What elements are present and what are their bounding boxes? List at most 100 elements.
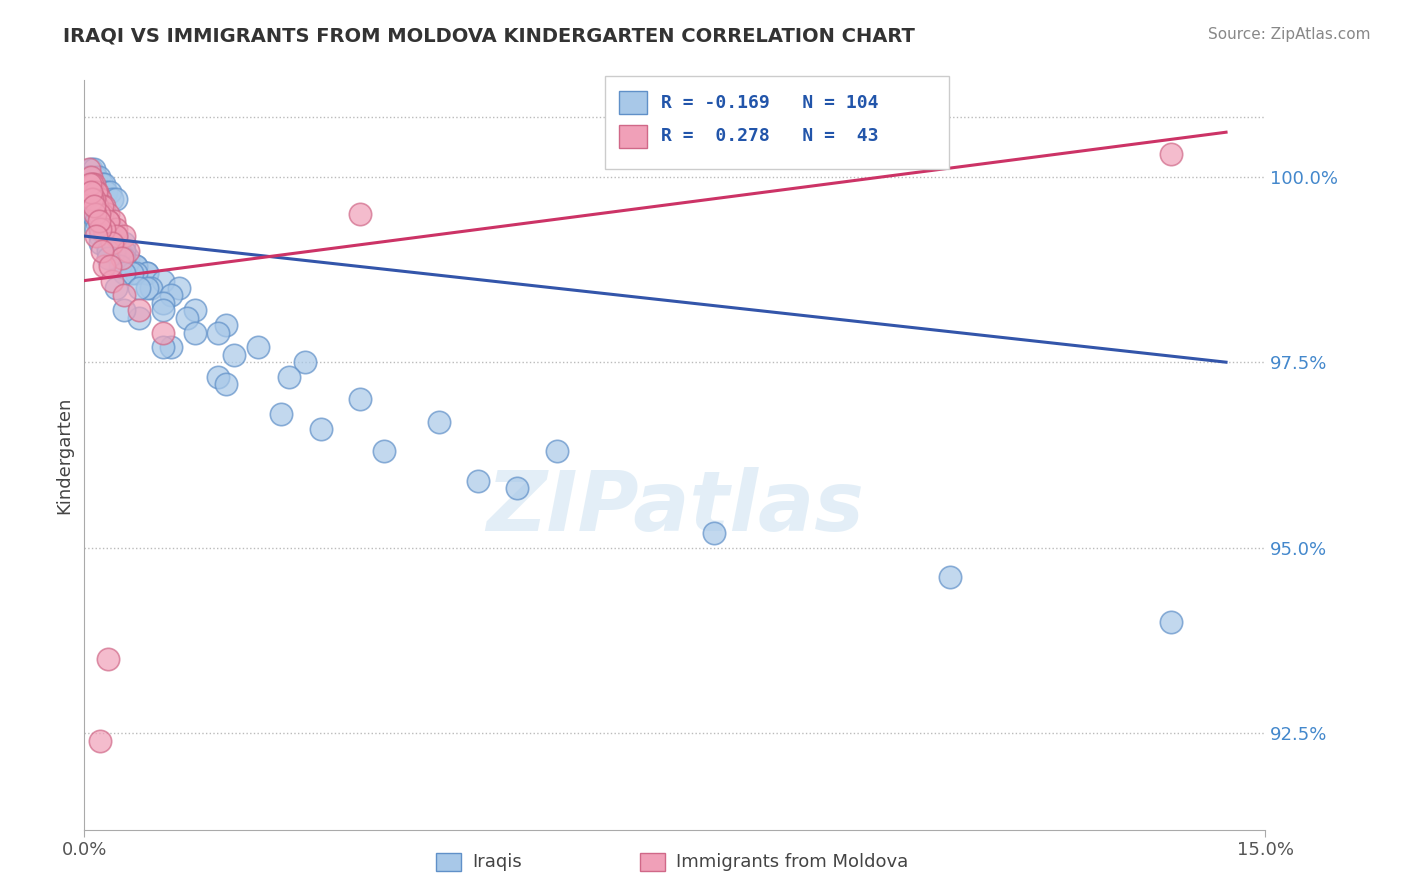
Point (82, 177, 104, 191)
Point (90, 207, 112, 221)
Point (349, 207, 371, 221)
Point (309, 422, 332, 436)
Point (111, 252, 134, 266)
Point (215, 377, 238, 392)
Point (84, 199, 107, 213)
Point (207, 326, 229, 340)
Point (93, 221, 115, 235)
Point (84, 214, 107, 228)
Point (96, 229, 118, 244)
Point (128, 303, 150, 318)
Point (90, 207, 112, 221)
Point (93, 177, 115, 191)
Point (89, 221, 111, 235)
Point (89, 733, 111, 747)
Point (79, 199, 101, 213)
Point (97, 214, 120, 228)
Point (112, 244, 135, 258)
Point (215, 318, 238, 332)
Point (1160, 147, 1182, 161)
Point (96, 236, 118, 251)
Point (97, 229, 120, 244)
Point (349, 392, 371, 407)
Point (136, 281, 159, 295)
Point (79, 185, 101, 199)
Point (104, 192, 127, 206)
Point (112, 229, 135, 244)
Point (112, 244, 135, 258)
Point (103, 244, 125, 258)
Point (160, 340, 183, 354)
Point (104, 244, 127, 258)
Text: R =  0.278   N =  43: R = 0.278 N = 43 (661, 128, 879, 145)
Point (93, 259, 115, 273)
Point (84, 185, 107, 199)
Point (117, 252, 139, 266)
Point (167, 281, 190, 295)
Text: IRAQI VS IMMIGRANTS FROM MOLDOVA KINDERGARTEN CORRELATION CHART: IRAQI VS IMMIGRANTS FROM MOLDOVA KINDERG… (63, 27, 915, 45)
Point (86, 199, 108, 213)
Point (104, 229, 127, 244)
Point (112, 252, 135, 266)
Point (84, 207, 107, 221)
Point (87, 169, 110, 184)
Point (97, 252, 120, 266)
Point (89, 236, 111, 251)
Point (108, 244, 131, 258)
Point (80, 169, 103, 184)
Point (96, 185, 118, 199)
Point (86, 199, 108, 213)
Point (112, 266, 135, 280)
Point (93, 199, 115, 213)
Text: Iraqis: Iraqis (472, 853, 522, 871)
Point (83, 207, 105, 221)
Point (86, 214, 108, 228)
Point (703, 525, 725, 540)
Point (89, 207, 111, 221)
Point (1160, 615, 1182, 629)
Point (87, 207, 110, 221)
Point (84, 169, 107, 184)
Point (97, 207, 120, 221)
Point (97, 652, 120, 666)
Point (79, 185, 101, 199)
Point (152, 296, 174, 310)
Point (506, 481, 529, 495)
Point (97, 244, 120, 258)
Point (183, 326, 205, 340)
Text: R = -0.169   N = 104: R = -0.169 N = 104 (661, 94, 879, 112)
Point (124, 259, 146, 273)
Point (270, 407, 292, 421)
Point (93, 214, 115, 228)
Point (101, 192, 124, 206)
Point (427, 415, 450, 429)
Point (79, 177, 101, 191)
Point (176, 310, 198, 325)
Point (98, 221, 121, 235)
Point (89, 229, 111, 244)
Point (98, 259, 121, 273)
Point (87, 214, 110, 228)
Point (112, 303, 135, 318)
Point (97, 214, 120, 228)
Point (77, 162, 100, 177)
Point (104, 281, 127, 295)
Point (112, 252, 135, 266)
Point (136, 266, 159, 280)
Point (90, 199, 112, 213)
Point (939, 570, 962, 584)
Point (112, 236, 135, 251)
Text: Source: ZipAtlas.com: Source: ZipAtlas.com (1208, 27, 1371, 42)
Point (89, 221, 111, 235)
Point (97, 221, 120, 235)
Point (77, 169, 100, 184)
Point (82, 185, 104, 199)
Point (128, 281, 150, 295)
Point (80, 177, 103, 191)
Point (152, 340, 174, 354)
Point (83, 185, 105, 199)
Point (79, 185, 101, 199)
Point (83, 162, 105, 177)
Point (183, 303, 205, 318)
Point (103, 236, 125, 251)
